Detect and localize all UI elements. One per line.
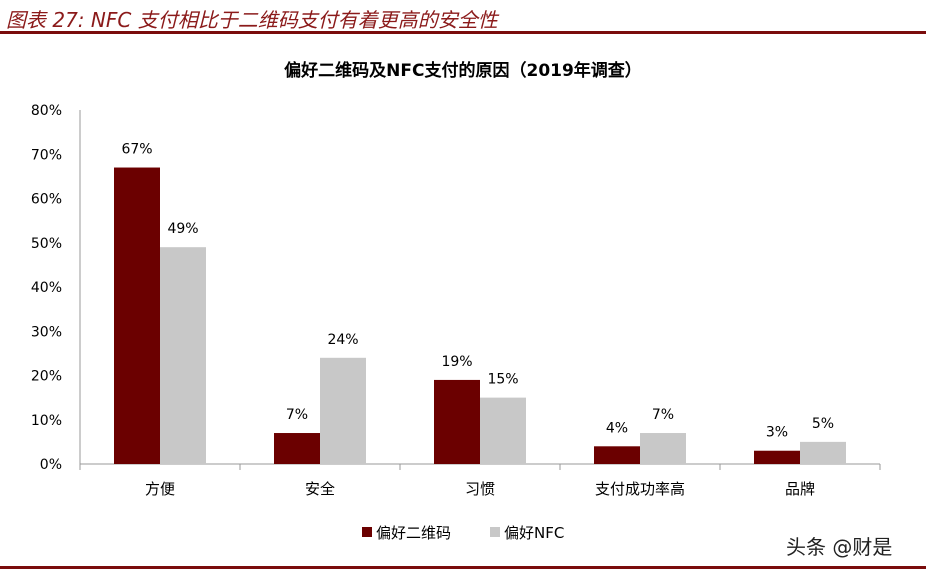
figure-title: 图表 27: NFC 支付相比于二维码支付有着更高的安全性 bbox=[6, 8, 498, 32]
bar bbox=[640, 433, 686, 464]
bar bbox=[160, 247, 206, 464]
bar bbox=[480, 397, 526, 464]
legend-swatch bbox=[490, 527, 500, 537]
data-label: 67% bbox=[121, 142, 152, 158]
chart-title: 偏好二维码及NFC支付的原因（2019年调查） bbox=[284, 60, 642, 81]
y-tick-label: 80% bbox=[31, 103, 62, 119]
x-tick-label: 安全 bbox=[305, 480, 335, 498]
bar bbox=[434, 379, 480, 464]
y-tick-label: 30% bbox=[31, 324, 62, 340]
y-tick-label: 70% bbox=[31, 147, 62, 163]
data-label: 19% bbox=[441, 354, 472, 370]
legend-label: 偏好二维码 bbox=[376, 524, 451, 542]
legend-swatch bbox=[362, 527, 372, 537]
y-tick-label: 0% bbox=[40, 457, 62, 473]
data-label: 7% bbox=[286, 407, 308, 423]
data-label: 49% bbox=[167, 221, 198, 237]
x-tick-label: 习惯 bbox=[465, 480, 495, 498]
data-label: 15% bbox=[487, 372, 518, 388]
bar bbox=[754, 450, 800, 464]
y-tick-label: 60% bbox=[31, 192, 62, 208]
y-tick-label: 10% bbox=[31, 413, 62, 429]
x-tick-label: 品牌 bbox=[785, 480, 815, 498]
data-label: 5% bbox=[812, 416, 834, 432]
bar bbox=[800, 441, 846, 464]
y-tick-label: 50% bbox=[31, 236, 62, 252]
watermark: 头条 @财是 bbox=[786, 535, 893, 559]
y-tick-label: 40% bbox=[31, 280, 62, 296]
bar bbox=[320, 357, 366, 464]
bar bbox=[114, 167, 160, 464]
bottom-rule bbox=[0, 566, 926, 569]
bar bbox=[594, 446, 640, 464]
data-label: 7% bbox=[652, 407, 674, 423]
top-rule bbox=[0, 31, 926, 34]
x-tick-label: 支付成功率高 bbox=[595, 480, 685, 498]
data-label: 24% bbox=[327, 332, 358, 348]
y-tick-label: 20% bbox=[31, 369, 62, 385]
data-label: 4% bbox=[606, 420, 628, 436]
x-tick-label: 方便 bbox=[145, 480, 175, 498]
bar bbox=[274, 433, 320, 464]
data-label: 3% bbox=[766, 425, 788, 441]
legend-label: 偏好NFC bbox=[504, 524, 564, 542]
